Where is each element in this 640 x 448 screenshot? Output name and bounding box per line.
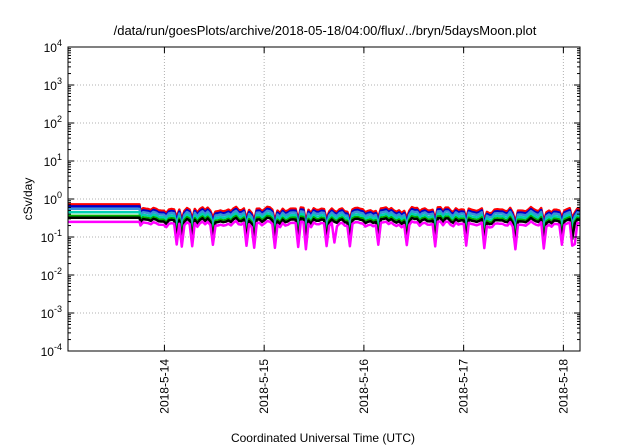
series-group bbox=[68, 203, 581, 251]
x-tick-label: 2018-5-17 bbox=[457, 359, 471, 414]
x-axis: 2018-5-14 2018-5-15 2018-5-16 2018-5-17 2018… bbox=[157, 47, 570, 414]
x-tick-label: 2018-5-15 bbox=[257, 359, 271, 414]
series-line bbox=[68, 219, 581, 251]
y-tick-label: 104 bbox=[44, 38, 62, 55]
y-tick-label: 103 bbox=[44, 76, 62, 93]
x-axis-label: Coordinated Universal Time (UTC) bbox=[231, 431, 415, 445]
y-axis-label: cSv/day bbox=[21, 178, 35, 221]
series-line bbox=[68, 207, 581, 231]
grid bbox=[68, 46, 580, 352]
y-tick-label: 100 bbox=[44, 190, 62, 207]
x-tick-label: 2018-5-14 bbox=[157, 359, 171, 414]
x-tick-label: 2018-5-16 bbox=[357, 359, 371, 414]
x-tick-label: 2018-5-18 bbox=[556, 359, 570, 414]
y-tick-label: 102 bbox=[44, 114, 62, 131]
chart-title: /data/run/goesPlots/archive/2018-05-18/0… bbox=[114, 23, 537, 38]
y-tick-label: 10-3 bbox=[41, 304, 62, 321]
series-line bbox=[68, 216, 581, 245]
y-tick-label: 10-2 bbox=[41, 266, 62, 283]
y-tick-label: 101 bbox=[44, 152, 62, 169]
series-line bbox=[68, 203, 581, 224]
y-tick-label: 10-1 bbox=[41, 228, 62, 245]
series-line bbox=[68, 210, 581, 236]
y-tick-label: 10-4 bbox=[41, 342, 62, 359]
y-axis: 10-4 10-3 10-2 10-1 100 101 102 103 104 bbox=[41, 38, 580, 359]
